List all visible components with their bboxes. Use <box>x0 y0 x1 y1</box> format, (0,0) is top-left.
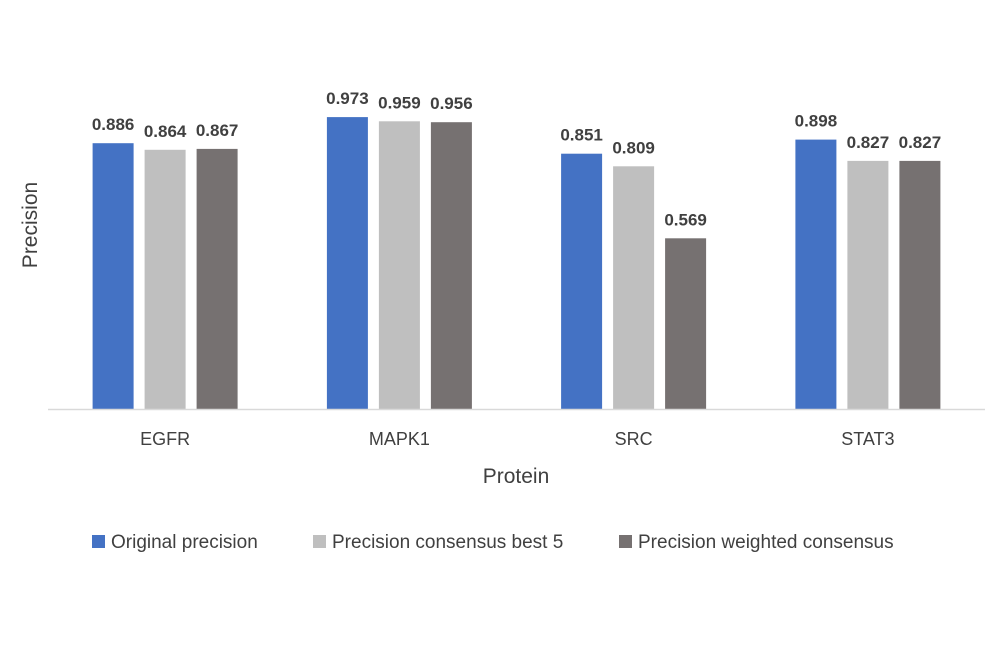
bar-egfr-series-3 <box>196 148 238 409</box>
data-label-mapk1-series-1: 0.973 <box>326 89 369 108</box>
data-label-egfr-series-2: 0.864 <box>144 122 187 141</box>
data-label-mapk1-series-3: 0.956 <box>430 94 473 113</box>
legend-label-series-2: Precision consensus best 5 <box>332 532 563 553</box>
y-axis-title: Precision <box>19 182 42 268</box>
bar-stat3-series-2 <box>847 160 889 409</box>
legend: Original precision Precision consensus be… <box>92 532 894 553</box>
legend-label-series-3: Precision weighted consensus <box>638 532 894 553</box>
legend-swatch-series-3 <box>619 535 632 548</box>
bar-src-series-3 <box>665 238 707 409</box>
legend-swatch-series-1 <box>92 535 105 548</box>
x-tick-label-mapk1: MAPK1 <box>369 429 430 449</box>
data-label-mapk1-series-2: 0.959 <box>378 93 421 112</box>
data-label-src-series-2: 0.809 <box>612 138 655 157</box>
bars-layer <box>92 117 941 410</box>
legend-swatch-series-2 <box>313 535 326 548</box>
bar-src-series-1 <box>561 153 603 409</box>
bar-src-series-2 <box>613 166 655 409</box>
bar-stat3-series-1 <box>795 139 837 409</box>
bar-mapk1-series-2 <box>378 121 420 410</box>
x-tick-label-stat3: STAT3 <box>841 429 894 449</box>
x-tick-label-egfr: EGFR <box>140 429 190 449</box>
x-axis-title: Protein <box>483 465 550 488</box>
data-label-stat3-series-2: 0.827 <box>847 133 890 152</box>
x-tick-label-src: SRC <box>615 429 653 449</box>
x-tick-labels: EGFR MAPK1 SRC STAT3 <box>140 429 894 449</box>
bar-stat3-series-3 <box>899 160 941 409</box>
data-label-stat3-series-1: 0.898 <box>795 112 838 131</box>
legend-label-series-1: Original precision <box>111 532 258 553</box>
bar-egfr-series-2 <box>144 149 186 410</box>
data-label-src-series-1: 0.851 <box>560 126 603 145</box>
data-label-src-series-3: 0.569 <box>664 210 707 229</box>
data-labels-layer: 0.886 0.864 0.867 0.973 0.959 0.956 0.851 0.809… <box>92 89 941 229</box>
data-label-stat3-series-3: 0.827 <box>899 133 942 152</box>
bar-mapk1-series-1 <box>326 117 368 409</box>
data-label-egfr-series-1: 0.886 <box>92 115 135 134</box>
bar-mapk1-series-3 <box>430 122 472 409</box>
bar-egfr-series-1 <box>92 143 134 409</box>
data-label-egfr-series-3: 0.867 <box>196 121 239 140</box>
